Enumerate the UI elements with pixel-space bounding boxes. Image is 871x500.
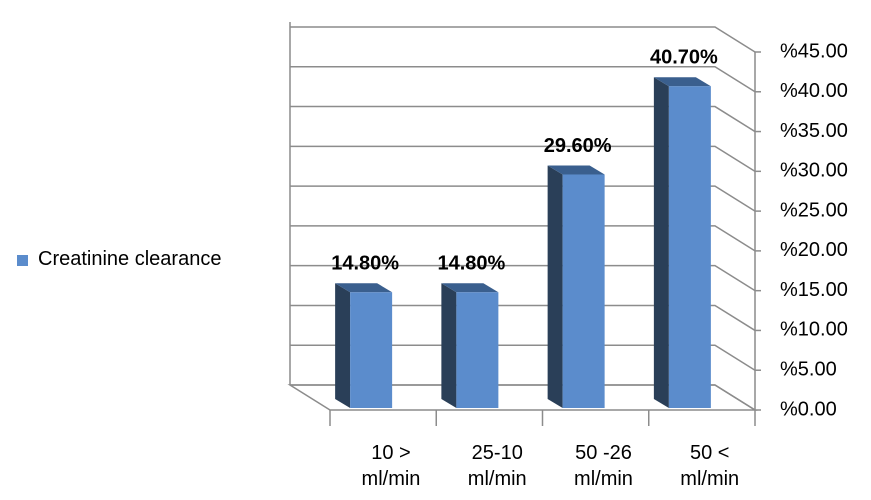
bar-side [653,77,669,408]
data-label: 29.60% [544,135,612,157]
y-tick-label: %20.00 [780,239,848,261]
legend-swatch [17,255,28,266]
legend-label: Creatinine clearance [38,248,222,270]
grid-line [290,344,756,371]
bar [562,174,605,408]
grid-line [290,264,756,292]
grid-line [290,145,756,172]
y-tick-label: %10.00 [780,319,848,341]
bar [456,292,499,408]
data-label: 14.80% [437,253,505,275]
bar-top [653,77,711,87]
grid-line [290,66,756,93]
data-label: 40.70% [650,46,718,68]
grid-line [290,384,756,411]
y-tick-label: %5.00 [780,359,837,381]
grid-line [290,185,756,212]
bar-side [441,283,457,408]
grid-line [290,105,756,133]
data-label: 14.80% [331,253,399,275]
grid-line [290,26,756,53]
x-tick-label: 50 -26 ml/min [574,442,633,490]
x-tick-label: 10 > ml/min [361,442,421,490]
x-tick-label: 50 < ml/min [680,442,740,490]
bar-side [547,165,563,408]
bar [668,86,711,408]
y-tick-label: %0.00 [780,398,837,420]
y-tick-label: %45.00 [780,40,848,62]
y-tick-label: %15.00 [780,279,848,301]
x-tick-label: 25-10 ml/min [467,442,527,490]
y-tick-label: %40.00 [780,80,848,102]
y-tick-label: %35.00 [780,120,848,142]
grid-line [290,304,756,332]
bar [350,292,393,408]
y-tick-label: %25.00 [780,199,848,221]
y-tick-label: %30.00 [780,160,848,182]
bar-top [335,283,393,293]
bar-top [441,283,499,293]
bar-side [335,283,351,408]
bar-top [547,165,605,175]
grid-line [290,225,756,252]
